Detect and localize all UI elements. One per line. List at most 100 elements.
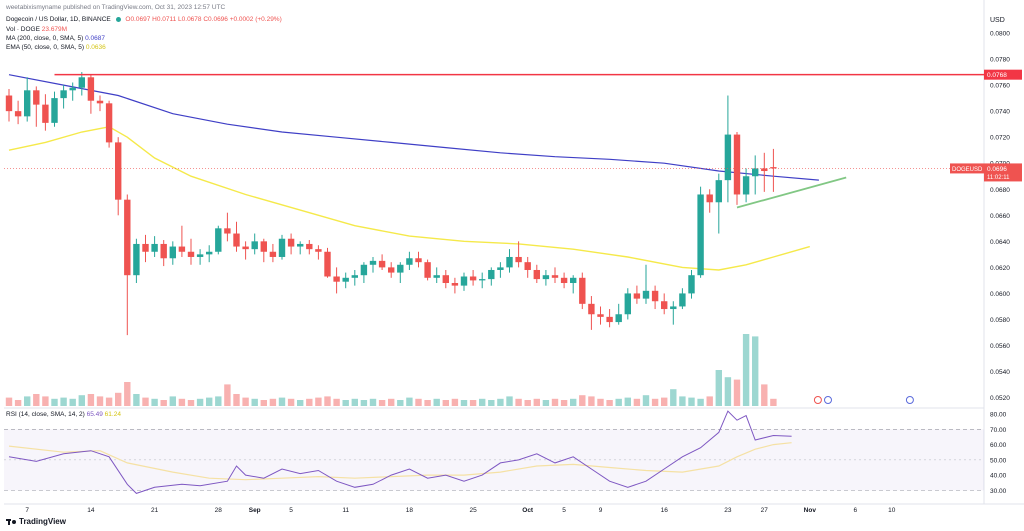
- volume-bar: [242, 397, 249, 406]
- tradingview-logo[interactable]: TradingView: [6, 517, 66, 526]
- candle-body: [615, 314, 622, 323]
- candle-body: [269, 251, 277, 257]
- candle-body: [24, 90, 31, 117]
- candle-body: [551, 275, 559, 278]
- candle-body: [533, 269, 540, 280]
- candle-body: [96, 100, 104, 104]
- volume-bar: [688, 397, 695, 406]
- candle-body: [670, 306, 677, 310]
- volume-bar: [124, 382, 131, 406]
- volume-bar: [770, 398, 777, 406]
- candle-body: [706, 194, 713, 203]
- volume-bar: [497, 398, 504, 406]
- rsi-tick-label: 70.00: [990, 427, 1007, 434]
- ema-value: 0.0636: [85, 44, 106, 51]
- candle-body: [369, 260, 377, 265]
- time-tick-label: 16: [661, 507, 669, 514]
- candle-body: [78, 77, 85, 88]
- volume-bar: [515, 398, 522, 406]
- volume-bar: [724, 377, 732, 406]
- volume-bar: [333, 398, 340, 406]
- time-tick-label: 7: [25, 507, 29, 514]
- price-tick-label: 0.0800: [990, 31, 1010, 38]
- price-tick-label: 0.0740: [990, 109, 1010, 116]
- candle-body: [124, 199, 131, 276]
- volume-bar: [615, 398, 622, 406]
- volume-bar: [742, 334, 750, 406]
- candle-body: [142, 243, 149, 252]
- candle-body: [360, 264, 368, 276]
- candle-body: [260, 241, 267, 252]
- time-tick-label: 9: [599, 507, 603, 514]
- candle-body: [442, 275, 449, 284]
- volume-bar: [661, 397, 668, 406]
- candle-body: [206, 251, 213, 255]
- candle-body: [642, 290, 650, 299]
- candle-body: [87, 77, 95, 101]
- candle-body: [278, 238, 286, 257]
- rsi-tick-label: 40.00: [990, 473, 1007, 480]
- volume-bar: [406, 397, 413, 406]
- candle-body: [324, 251, 331, 277]
- candle-body: [542, 275, 550, 280]
- candle-body: [5, 95, 13, 112]
- event-marker-icon: [813, 396, 822, 404]
- volume-bar: [378, 400, 386, 406]
- volume-bar: [306, 398, 313, 406]
- volume-bar: [169, 396, 176, 406]
- candle-body: [724, 134, 732, 181]
- volume-bar: [33, 394, 40, 406]
- rsi-tick-label: 30.00: [990, 488, 1007, 495]
- candle-body: [342, 277, 349, 282]
- volume-bar: [670, 389, 677, 406]
- candle-body: [215, 228, 222, 252]
- volume-bar: [251, 398, 258, 406]
- volume-bar: [433, 398, 440, 406]
- candle-body: [633, 293, 641, 299]
- volume-bar: [351, 398, 358, 406]
- volume-bar: [342, 400, 349, 406]
- time-tick-label: 14: [87, 507, 95, 514]
- candle-body: [506, 256, 513, 268]
- candle-body: [688, 275, 695, 294]
- volume-bar: [752, 336, 759, 406]
- candle-body: [287, 238, 295, 247]
- volume-bar: [60, 397, 67, 406]
- volume-bar: [160, 400, 167, 406]
- symbol-name: Dogecoin / US Dollar, 1D, BINANCE: [6, 16, 111, 23]
- time-tick-label: Nov: [804, 507, 817, 514]
- volume-bar: [715, 370, 722, 406]
- event-marker-icon: [905, 396, 914, 404]
- volume-bar: [69, 398, 76, 406]
- price-tick-label: 0.0620: [990, 265, 1010, 272]
- candle-body: [433, 275, 440, 278]
- ema-legend: EMA (50, close, 0, SMA, 5) 0.0636: [6, 44, 106, 52]
- time-tick-label: Sep: [249, 507, 261, 514]
- volume-bar: [142, 397, 149, 406]
- candle-body: [160, 243, 167, 259]
- volume-value: 23.679M: [41, 26, 68, 33]
- volume-bar: [479, 398, 486, 406]
- price-tick-label: 0.0680: [990, 187, 1010, 194]
- ohlc-values: O0.0697 H0.0711 L0.0678 C0.0696 +0.0002 …: [125, 16, 282, 23]
- candle-body: [133, 243, 140, 276]
- candle-body: [51, 98, 58, 123]
- time-tick-label: 10: [888, 507, 896, 514]
- candle-body: [515, 256, 522, 263]
- candle-body: [560, 277, 568, 284]
- ma-value: 0.0687: [85, 35, 106, 42]
- candle-body: [297, 243, 304, 247]
- drawings: [4, 73, 984, 404]
- volume-bar: [542, 400, 550, 406]
- volume-bar: [96, 396, 104, 406]
- time-tick-label: 28: [215, 507, 223, 514]
- volume-legend: Vol · DOGE 23.679M: [6, 26, 67, 34]
- time-tick-label: 5: [289, 507, 293, 514]
- volume-bar: [524, 400, 531, 406]
- volume-bar: [606, 400, 613, 406]
- volume-bar: [151, 398, 158, 406]
- time-tick-label: 27: [761, 507, 769, 514]
- candle-body: [196, 254, 204, 257]
- candle-body: [715, 180, 722, 203]
